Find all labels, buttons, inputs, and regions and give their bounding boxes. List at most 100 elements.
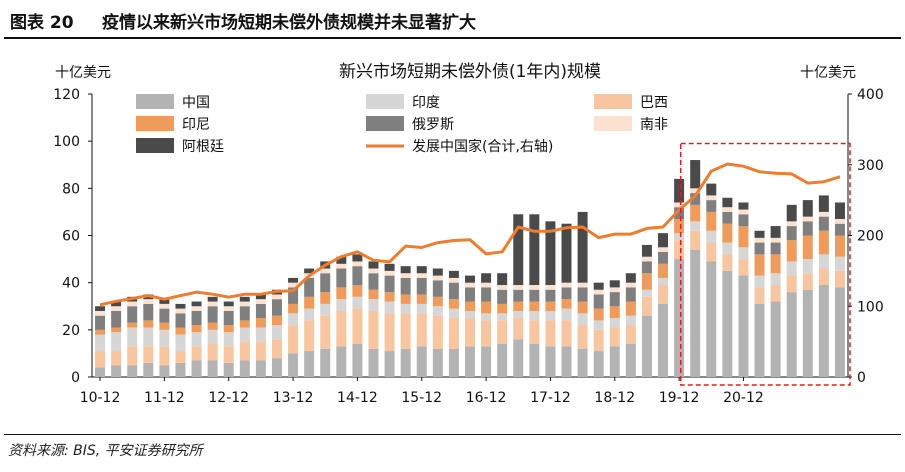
bar-segment-7 bbox=[690, 160, 701, 189]
bar-segment-2 bbox=[641, 296, 652, 316]
bar-segment-6 bbox=[529, 285, 540, 290]
bar-segment-7 bbox=[706, 183, 717, 196]
bar-segment-5 bbox=[593, 294, 604, 309]
bar-segment-2 bbox=[207, 343, 218, 361]
right-axis-unit: 十亿美元 bbox=[800, 65, 856, 81]
bar-segment-1 bbox=[465, 346, 475, 377]
bar-segment-5 bbox=[159, 308, 170, 323]
bar-segment-5 bbox=[625, 287, 636, 302]
bar-segment-7 bbox=[609, 280, 620, 288]
bar-segment-6 bbox=[674, 202, 685, 208]
bar-segment-3 bbox=[770, 273, 781, 286]
bar-segment-6 bbox=[127, 301, 138, 307]
bar-segment-4 bbox=[432, 296, 443, 307]
bar-segment-1 bbox=[207, 360, 218, 377]
bar-segment-1 bbox=[802, 289, 813, 377]
bar-segment-5 bbox=[336, 268, 347, 288]
bar-segment-6 bbox=[818, 211, 829, 217]
bar-segment-2 bbox=[191, 346, 202, 361]
bar-segment-3 bbox=[529, 310, 540, 321]
bar-segment-3 bbox=[111, 332, 122, 352]
bar-segment-2 bbox=[400, 313, 411, 349]
bar-segment-7 bbox=[288, 277, 299, 283]
bar-segment-5 bbox=[95, 315, 106, 330]
bar-segment-3 bbox=[481, 313, 492, 321]
x-tick-label: 15-12 bbox=[401, 390, 442, 406]
bar-segment-5 bbox=[191, 310, 202, 326]
bar-segment-1 bbox=[368, 348, 379, 377]
bar-segment-1 bbox=[288, 353, 299, 377]
x-tick-label: 20-12 bbox=[723, 390, 764, 406]
bar-segment-5 bbox=[320, 273, 331, 293]
bar-segment-7 bbox=[738, 202, 749, 210]
left-tick-label: 20 bbox=[62, 323, 80, 339]
bar-segment-4 bbox=[465, 301, 475, 311]
bar-segment-6 bbox=[706, 195, 717, 201]
left-tick-label: 40 bbox=[62, 276, 80, 292]
bar-segment-3 bbox=[722, 242, 733, 255]
bar-segment-4 bbox=[255, 318, 266, 328]
bar-segment-6 bbox=[175, 308, 186, 314]
bar-segment-4 bbox=[786, 240, 797, 262]
bar-segment-7 bbox=[834, 202, 845, 219]
bar-segment-3 bbox=[754, 275, 765, 288]
bar-segment-6 bbox=[770, 237, 781, 243]
bar-segment-2 bbox=[802, 273, 813, 290]
bar-segment-5 bbox=[368, 273, 379, 290]
x-tick-label: 13-12 bbox=[273, 390, 314, 406]
bar-segment-2 bbox=[722, 254, 733, 271]
bar-segment-5 bbox=[304, 277, 315, 297]
bar-segment-2 bbox=[481, 320, 492, 347]
bar-segment-5 bbox=[223, 310, 234, 326]
bar-segment-7 bbox=[722, 197, 733, 208]
bar-segment-5 bbox=[609, 292, 620, 307]
x-tick-label: 10-12 bbox=[80, 390, 121, 406]
legend-label: 发展中国家(合计,右轴) bbox=[412, 138, 553, 155]
bar-segment-6 bbox=[191, 306, 202, 311]
bar-segment-2 bbox=[384, 313, 395, 352]
bar-segment-2 bbox=[545, 320, 556, 347]
bar-segment-2 bbox=[706, 242, 717, 262]
bar-segment-3 bbox=[497, 313, 508, 321]
bar-segment-1 bbox=[95, 367, 106, 377]
bar-segment-4 bbox=[336, 287, 347, 300]
legend-label: 巴西 bbox=[640, 95, 668, 111]
bar-segment-3 bbox=[818, 254, 829, 269]
bar-segment-5 bbox=[432, 280, 443, 297]
bar-segment-3 bbox=[95, 334, 106, 352]
figure-title: 疫情以来新兴市场短期未偿外债规模并未显著扩大 bbox=[102, 13, 476, 33]
bar-segment-6 bbox=[593, 289, 604, 295]
bar-segment-1 bbox=[400, 348, 411, 377]
left-axis-unit: 十亿美元 bbox=[55, 65, 111, 81]
bar-segment-1 bbox=[513, 339, 524, 377]
bar-segment-5 bbox=[561, 287, 572, 300]
chart-title: 新兴市场短期未偿外债(1年内)规模 bbox=[339, 62, 601, 82]
bar-segment-4 bbox=[770, 254, 781, 274]
x-tick-label: 17-12 bbox=[530, 390, 571, 406]
bar-segment-1 bbox=[255, 360, 266, 377]
right-tick-label: 0 bbox=[857, 370, 866, 386]
bar-segment-7 bbox=[577, 211, 588, 283]
bar-segment-5 bbox=[690, 193, 701, 205]
bar-segment-3 bbox=[416, 303, 427, 314]
bar-segment-6 bbox=[159, 303, 170, 309]
bar-segment-1 bbox=[625, 343, 636, 377]
bar-segment-5 bbox=[738, 214, 749, 227]
bar-segment-6 bbox=[143, 299, 154, 304]
bar-segment-1 bbox=[320, 348, 331, 377]
right-tick-label: 300 bbox=[857, 158, 884, 174]
bar-segment-6 bbox=[465, 282, 475, 288]
left-tick-label: 100 bbox=[53, 134, 80, 150]
bar-segment-2 bbox=[738, 259, 749, 276]
bar-segment-1 bbox=[497, 343, 508, 377]
bar-segment-4 bbox=[111, 327, 122, 333]
bar-segment-1 bbox=[834, 287, 845, 377]
bar-segment-1 bbox=[641, 315, 652, 377]
bar-segment-6 bbox=[690, 188, 701, 194]
bar-segment-6 bbox=[497, 285, 508, 290]
legend-label: 南非 bbox=[640, 117, 668, 133]
bar-segment-6 bbox=[722, 207, 733, 212]
bar-segment-3 bbox=[304, 308, 315, 321]
bar-segment-7 bbox=[802, 200, 813, 217]
